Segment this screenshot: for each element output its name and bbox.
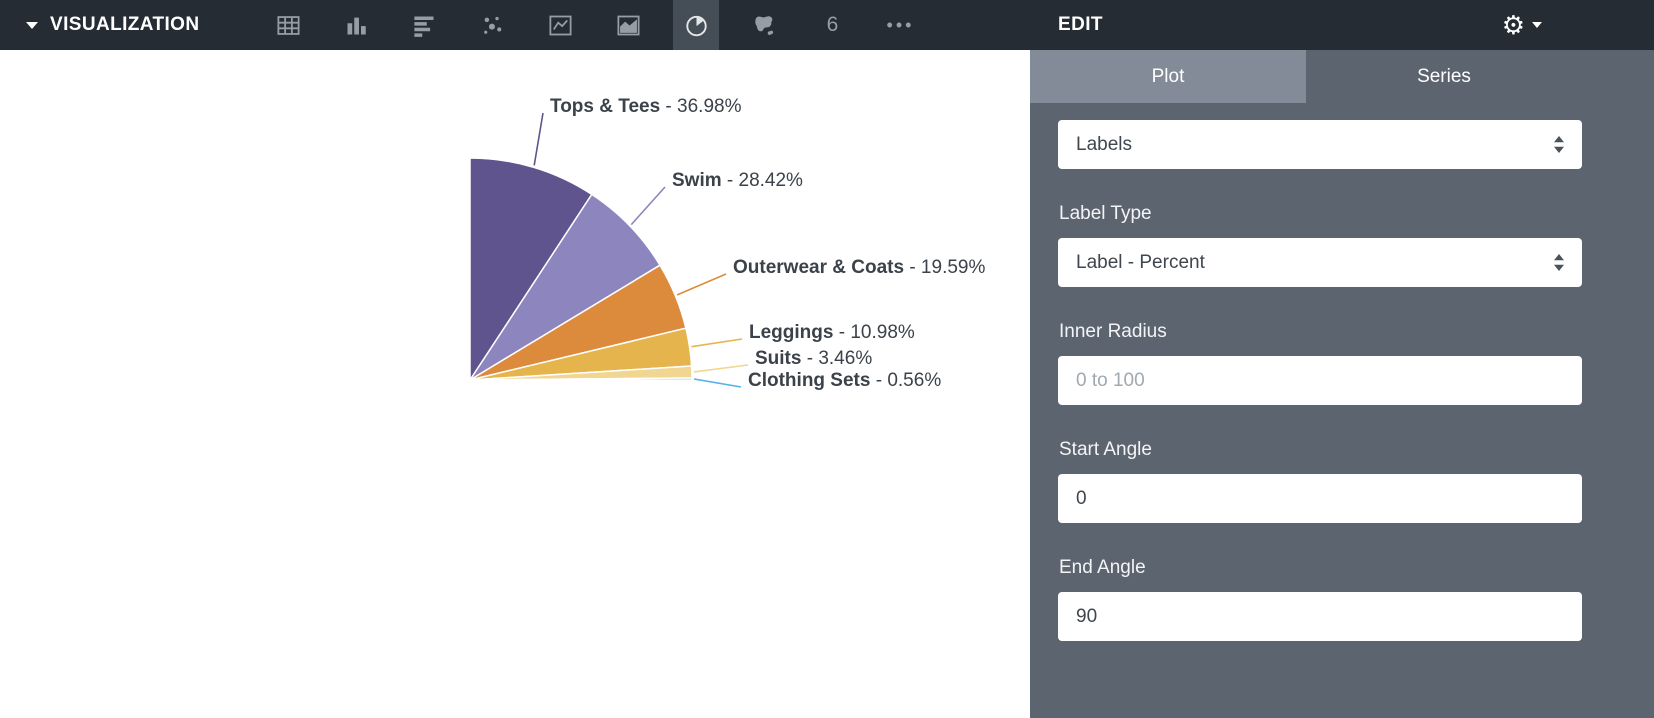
map-icon bbox=[755, 15, 774, 35]
tab-series[interactable]: Series bbox=[1417, 65, 1471, 87]
column-chart-icon bbox=[347, 17, 366, 34]
labels-section-select-value: Labels bbox=[1076, 133, 1132, 155]
pie-slice-5[interactable] bbox=[469, 377, 693, 381]
caret-down-icon bbox=[26, 21, 38, 29]
caret-down-icon bbox=[1532, 22, 1542, 28]
bar-chart-icon bbox=[414, 16, 434, 37]
single-value-icon: 6 bbox=[826, 13, 839, 36]
labels-section-select[interactable]: Labels bbox=[1058, 120, 1582, 169]
pie-leader-line-1 bbox=[630, 186, 666, 226]
viz-type-pie-chart-button[interactable] bbox=[673, 0, 720, 50]
viz-type-picker: 6 ••• bbox=[265, 0, 945, 50]
pie-leader-line-5 bbox=[693, 378, 742, 388]
visualization-area: VISUALIZATION bbox=[0, 0, 1030, 718]
pie-label-0: Tops & Tees - 36.98% bbox=[550, 96, 742, 117]
inner-radius-input[interactable] bbox=[1058, 356, 1582, 405]
viz-type-column-chart-button[interactable] bbox=[333, 0, 379, 50]
pie-label-2: Outerwear & Coats - 19.59% bbox=[733, 257, 985, 278]
pie-leader-line-3 bbox=[691, 338, 743, 348]
inner-radius-label: Inner Radius bbox=[1059, 321, 1167, 342]
pie-leader-line-2 bbox=[676, 273, 727, 296]
pie-chart: Tops & Tees - 36.98% Swim - 28.42% Outerwe… bbox=[469, 96, 985, 391]
viz-type-scatter-button[interactable] bbox=[469, 0, 515, 50]
end-angle-input[interactable] bbox=[1058, 592, 1582, 641]
viz-type-single-value-button[interactable]: 6 bbox=[809, 0, 855, 50]
plot-settings-form: Labels Label Type Label - Percent Inner … bbox=[1030, 103, 1654, 641]
line-chart-icon bbox=[549, 15, 572, 35]
table-icon bbox=[277, 15, 300, 35]
chart-area: Tops & Tees - 36.98% Swim - 28.42% Outerwe… bbox=[0, 50, 1030, 718]
viz-type-more-options-button[interactable]: ••• bbox=[877, 0, 923, 50]
edit-panel-tabs: Plot Series bbox=[1030, 50, 1582, 103]
gear-icon: ⚙ bbox=[1501, 10, 1525, 40]
label-type-select-value: Label - Percent bbox=[1076, 251, 1205, 273]
up-down-arrows-icon bbox=[1554, 136, 1564, 153]
edit-panel-settings-menu[interactable]: ⚙ bbox=[1502, 0, 1542, 50]
viz-type-area-chart-button[interactable] bbox=[605, 0, 651, 50]
viz-type-table-button[interactable] bbox=[265, 0, 311, 50]
pie-label-5: Clothing Sets - 0.56% bbox=[748, 370, 941, 391]
visualization-collapse-toggle[interactable]: VISUALIZATION bbox=[26, 14, 199, 36]
visualization-topbar: VISUALIZATION bbox=[0, 0, 1030, 50]
tab-plot[interactable]: Plot bbox=[1030, 50, 1306, 103]
label-type-label: Label Type bbox=[1059, 203, 1152, 224]
viz-type-bar-chart-button[interactable] bbox=[401, 0, 447, 50]
more-options-icon: ••• bbox=[886, 14, 915, 35]
pie-label-3: Leggings - 10.98% bbox=[749, 322, 915, 343]
pie-slice-0[interactable] bbox=[469, 157, 593, 383]
visualization-title: VISUALIZATION bbox=[50, 14, 200, 35]
end-angle-label: End Angle bbox=[1059, 557, 1146, 578]
edit-panel: EDIT ⚙ Plot Series Labels Label Type Lab… bbox=[1030, 0, 1654, 718]
scatter-icon bbox=[484, 16, 502, 34]
pie-label-1: Swim - 28.42% bbox=[672, 170, 803, 191]
start-angle-label: Start Angle bbox=[1059, 439, 1152, 460]
viz-type-map-button[interactable] bbox=[741, 0, 787, 50]
pie-chart-icon bbox=[686, 15, 707, 36]
edit-panel-header: EDIT ⚙ bbox=[1030, 0, 1654, 50]
area-chart-icon bbox=[617, 15, 640, 35]
up-down-arrows-icon bbox=[1554, 254, 1564, 271]
pie-leader-line-4 bbox=[693, 364, 749, 373]
edit-panel-title: EDIT bbox=[1058, 14, 1103, 35]
label-type-select[interactable]: Label - Percent bbox=[1058, 238, 1582, 287]
start-angle-input[interactable] bbox=[1058, 474, 1582, 523]
pie-label-4: Suits - 3.46% bbox=[755, 348, 872, 369]
viz-type-line-chart-button[interactable] bbox=[537, 0, 583, 50]
pie-leader-line-0 bbox=[533, 112, 544, 166]
